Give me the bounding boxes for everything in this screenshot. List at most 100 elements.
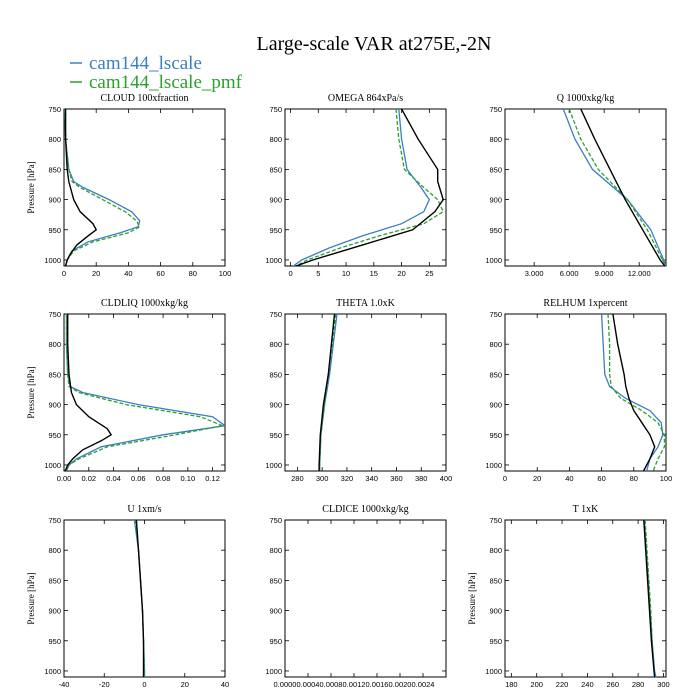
x-tick-label: 60 <box>156 269 164 278</box>
y-tick-label: 800 <box>269 546 282 555</box>
x-tick-label: 20 <box>92 269 100 278</box>
y-tick-label: 1000 <box>44 667 61 676</box>
plot-frame <box>284 519 447 678</box>
x-tick-label: 20 <box>397 269 405 278</box>
x-tick-label: 100 <box>219 269 232 278</box>
plot-frame <box>63 313 226 472</box>
x-tick-label: 300 <box>316 474 329 483</box>
y-tick-label: 800 <box>489 135 502 144</box>
y-tick-label: 750 <box>269 516 282 525</box>
x-tick-label: 0.06 <box>131 474 146 483</box>
series-group <box>562 109 666 266</box>
y-tick-label: 900 <box>269 401 282 410</box>
panel-title: CLOUD 100xfraction <box>100 93 188 104</box>
x-tick-label: 9.000 <box>595 269 614 278</box>
figure-title: Large-scale VAR at275E,-2N <box>257 33 492 55</box>
x-tick-label: 20 <box>533 474 541 483</box>
x-tick-label: 300 <box>657 680 670 689</box>
series-line-cam144-lscale-pmf <box>64 109 141 266</box>
series-line-cam144-lscale <box>65 314 225 471</box>
x-tick-label: 20 <box>181 680 189 689</box>
y-tick-label: 1000 <box>485 256 502 265</box>
x-tick-label: 0.0016 <box>366 680 389 689</box>
y-tick-label: 850 <box>48 576 61 585</box>
series-group <box>133 520 146 677</box>
x-tick-label: 0.00 <box>57 474 72 483</box>
x-tick-label: 80 <box>189 269 197 278</box>
series-line-cam144-lscale-pmf <box>607 314 666 471</box>
y-axis-label: Pressure [hPa] <box>26 161 36 213</box>
y-tick-label: 1000 <box>44 256 61 265</box>
y-tick-label: 800 <box>48 340 61 349</box>
x-tick-label: 180 <box>505 680 518 689</box>
legend: cam144_lscale cam144_lscale_pmf <box>70 53 243 93</box>
x-tick-label: 280 <box>632 680 645 689</box>
plot-frame <box>504 313 667 472</box>
series-line-observation <box>580 109 666 266</box>
panel-title: THETA 1.0xK <box>336 298 395 309</box>
x-tick-label: 380 <box>415 474 428 483</box>
y-tick-label: 750 <box>48 310 61 319</box>
x-tick-label: 0 <box>503 474 507 483</box>
panel-u: U 1xm/s Pressure [hPa] 750 800 850 900 950 1000… <box>26 504 229 689</box>
panel-title: OMEGA 864xPa/s <box>328 93 403 104</box>
series-line-observation <box>612 314 656 471</box>
y-tick-label: 900 <box>269 196 282 205</box>
series-line-observation <box>643 520 656 677</box>
x-tick-label: -40 <box>59 680 70 689</box>
series-line-cam144-lscale <box>319 314 338 471</box>
x-tick-label: 80 <box>630 474 638 483</box>
x-tick-label: 400 <box>440 474 453 483</box>
x-tick-label: 360 <box>390 474 403 483</box>
panel-cldice: CLDICE 1000xkg/kg 750 800 850 900 950 1000 0.00… <box>265 504 447 689</box>
y-tick-label: 900 <box>269 607 282 616</box>
y-tick-label: 800 <box>489 340 502 349</box>
x-tick-label: 0.12 <box>205 474 220 483</box>
x-tick-label: 15 <box>370 269 378 278</box>
legend-label-cam144-lscale-pmf: cam144_lscale_pmf <box>89 72 243 93</box>
x-tick-label: 200 <box>530 680 543 689</box>
x-tick-label: 40 <box>565 474 573 483</box>
x-tick-label: 6.000 <box>560 269 579 278</box>
x-tick-label: 0.08 <box>156 474 171 483</box>
x-tick-label: 240 <box>581 680 594 689</box>
y-tick-label: 850 <box>269 165 282 174</box>
y-tick-label: 950 <box>48 637 61 646</box>
y-tick-label: 950 <box>48 226 61 235</box>
y-tick-label: 850 <box>48 165 61 174</box>
y-tick-label: 800 <box>269 340 282 349</box>
legend-label-cam144-lscale: cam144_lscale <box>89 53 202 74</box>
series-line-observation <box>295 109 444 266</box>
x-tick-label: 280 <box>291 474 304 483</box>
x-tick-label: 0 <box>288 269 292 278</box>
x-tick-label: 0.10 <box>181 474 196 483</box>
series-line-cam144-lscale <box>64 109 141 266</box>
panel-title: RELHUM 1xpercent <box>543 298 627 309</box>
y-tick-label: 1000 <box>485 667 502 676</box>
series-line-cam144-lscale-pmf <box>65 314 225 471</box>
series-line-cam144-lscale <box>600 314 664 471</box>
y-axis-label: Pressure [hPa] <box>467 572 477 624</box>
y-tick-label: 950 <box>489 637 502 646</box>
series-group <box>643 520 657 677</box>
x-tick-label: 5 <box>316 269 320 278</box>
plot-frame <box>284 313 447 472</box>
y-tick-label: 950 <box>269 226 282 235</box>
y-tick-label: 850 <box>48 370 61 379</box>
y-tick-label: 900 <box>489 607 502 616</box>
y-tick-label: 800 <box>269 135 282 144</box>
x-tick-label: 100 <box>660 474 673 483</box>
series-line-observation <box>318 314 336 471</box>
y-tick-label: 900 <box>48 401 61 410</box>
panel-q: Q 1000xkg/kg 750 800 850 900 950 1000 3.000 6.00… <box>485 93 667 278</box>
y-tick-label: 950 <box>269 637 282 646</box>
y-tick-label: 1000 <box>485 461 502 470</box>
x-tick-label: 3.000 <box>525 269 544 278</box>
x-tick-label: 0.02 <box>81 474 96 483</box>
x-tick-label: 0.0012 <box>343 680 366 689</box>
series-group <box>64 109 141 266</box>
panel-omega: OMEGA 864xPa/s 750 800 850 900 950 1000 0 5 10 15 2… <box>265 93 447 278</box>
